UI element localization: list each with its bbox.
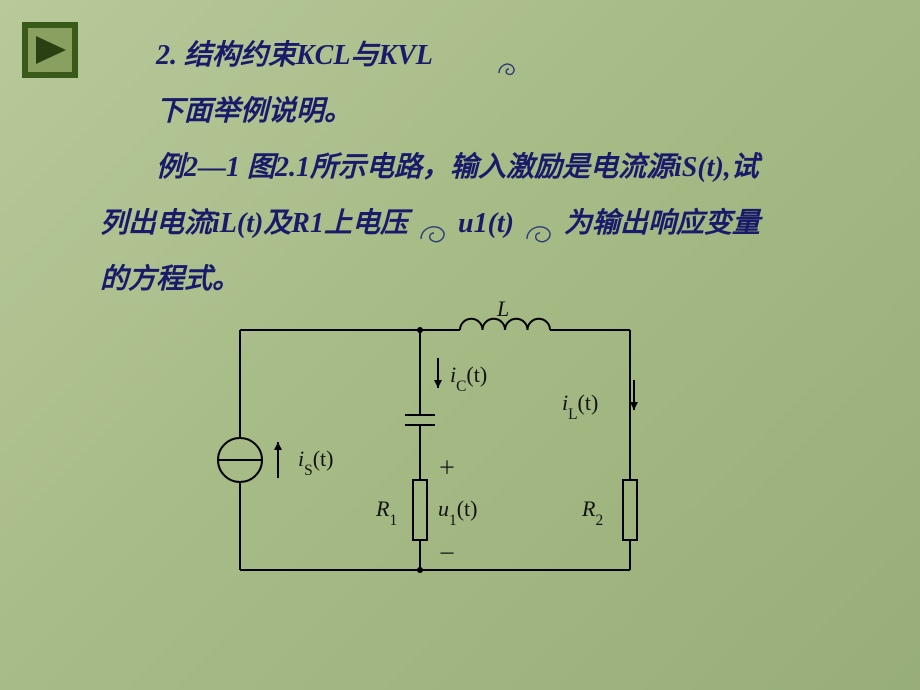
line-3a: 例2—1 图2.1所示电路，输入激励是电流源iS(t),试 bbox=[156, 152, 759, 183]
svg-text:L: L bbox=[496, 296, 509, 321]
line-3d: 为输出响应变量 bbox=[564, 208, 760, 239]
svg-text:－: － bbox=[438, 544, 456, 564]
swirl-icon bbox=[439, 45, 465, 71]
slide-icon bbox=[22, 22, 78, 78]
heading: 2. 结构约束KCL与KVL bbox=[156, 40, 432, 71]
svg-text:iS(t): iS(t) bbox=[298, 446, 333, 479]
svg-text:R2: R2 bbox=[581, 496, 603, 529]
line-2: 下面举例说明。 bbox=[156, 96, 352, 127]
line-3c: u1(t) bbox=[458, 208, 514, 239]
swirl-icon bbox=[521, 211, 557, 241]
line-3b: 列出电流iL(t)及R1上电压 bbox=[100, 208, 408, 239]
svg-text:u1(t): u1(t) bbox=[438, 496, 477, 529]
swirl-icon bbox=[415, 211, 451, 241]
slide-text: 2. 结构约束KCL与KVL 下面举例说明。 例2—1 图2.1所示电路，输入激… bbox=[100, 28, 890, 308]
svg-text:iL(t): iL(t) bbox=[562, 390, 598, 423]
svg-text:iC(t): iC(t) bbox=[450, 362, 487, 395]
circuit-diagram: iS(t) iC(t) iL(t) L R1 R2 u1(t) ＋ － bbox=[210, 290, 670, 600]
svg-text:R1: R1 bbox=[375, 496, 397, 529]
svg-text:＋: ＋ bbox=[438, 458, 456, 478]
